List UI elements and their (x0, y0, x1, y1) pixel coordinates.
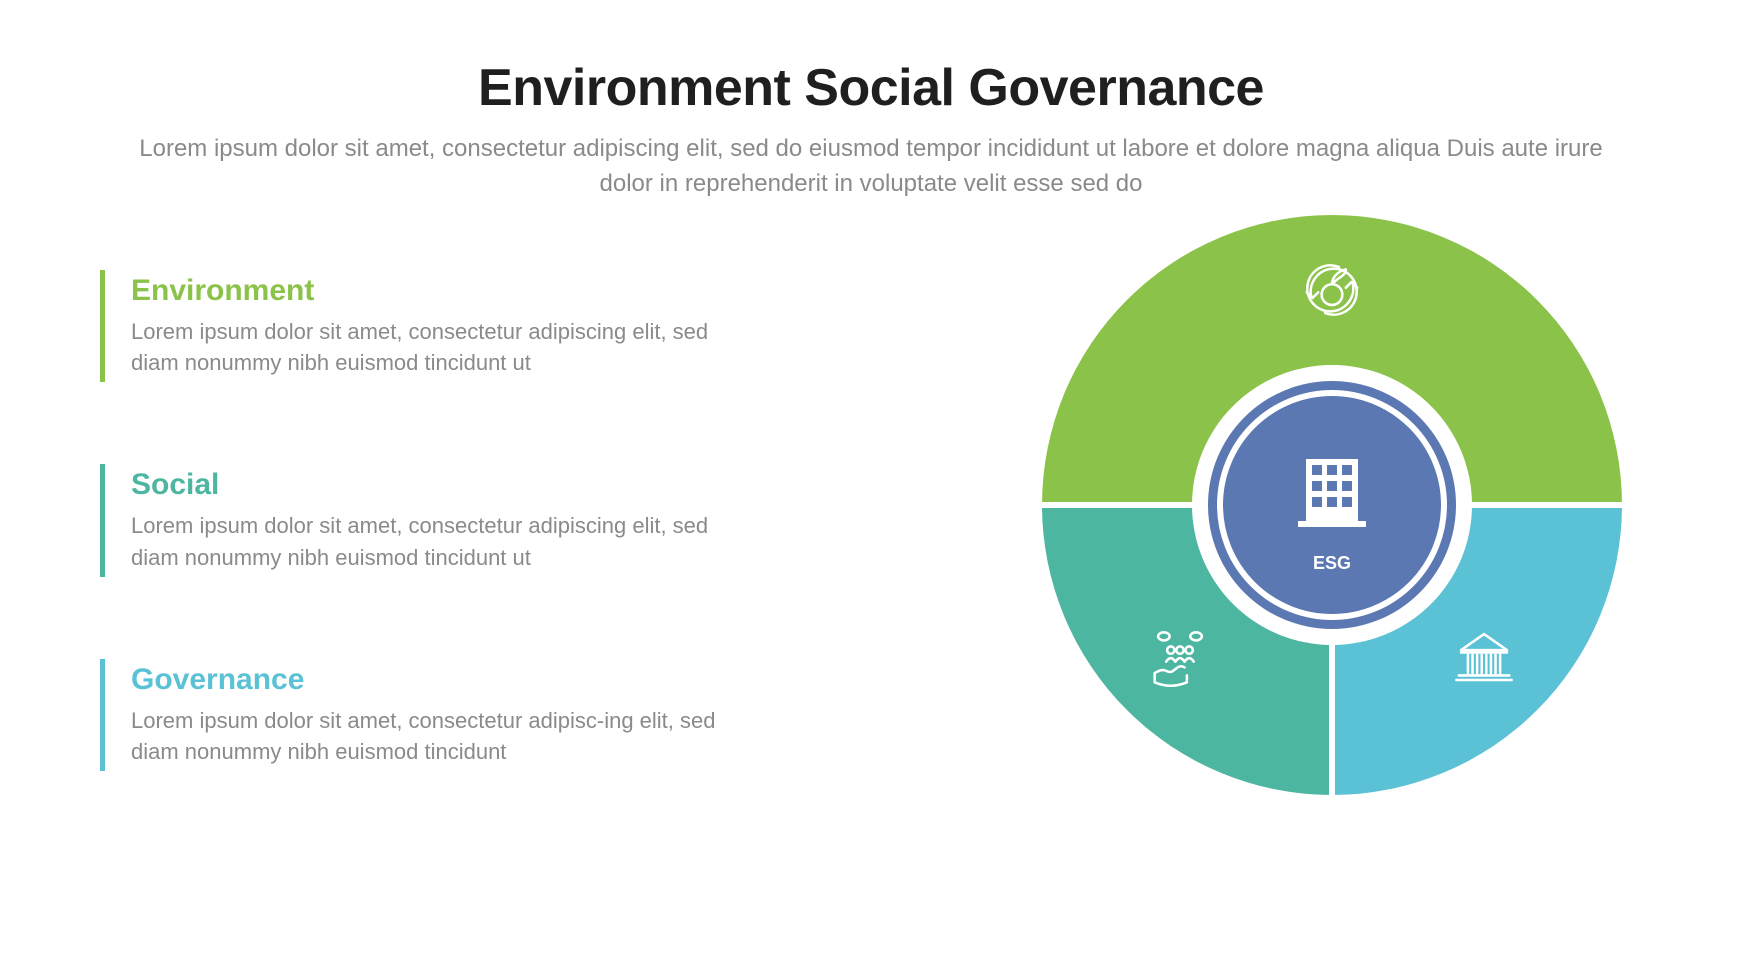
item-environment: Environment Lorem ipsum dolor sit amet, … (100, 270, 760, 382)
page-subtitle: Lorem ipsum dolor sit amet, consectetur … (136, 132, 1606, 202)
item-governance: Governance Lorem ipsum dolor sit amet, c… (100, 659, 760, 771)
item-environment-body: Lorem ipsum dolor sit amet, consectetur … (131, 316, 760, 378)
building-icon (1298, 459, 1366, 527)
center-label: ESG (1313, 553, 1351, 573)
item-environment-title: Environment (131, 274, 760, 308)
page-title: Environment Social Governance (0, 58, 1742, 118)
items-list: Environment Lorem ipsum dolor sit amet, … (100, 270, 760, 853)
item-governance-title: Governance (131, 663, 760, 697)
page-root: Environment Social Governance Lorem ipsu… (0, 0, 1742, 980)
header: Environment Social Governance Lorem ipsu… (0, 58, 1742, 202)
item-social-body: Lorem ipsum dolor sit amet, consectetur … (131, 510, 760, 572)
item-social-title: Social (131, 468, 760, 502)
item-social: Social Lorem ipsum dolor sit amet, conse… (100, 464, 760, 576)
esg-donut-chart: ESG (1042, 215, 1622, 795)
item-governance-body: Lorem ipsum dolor sit amet, consectetur … (131, 705, 760, 767)
